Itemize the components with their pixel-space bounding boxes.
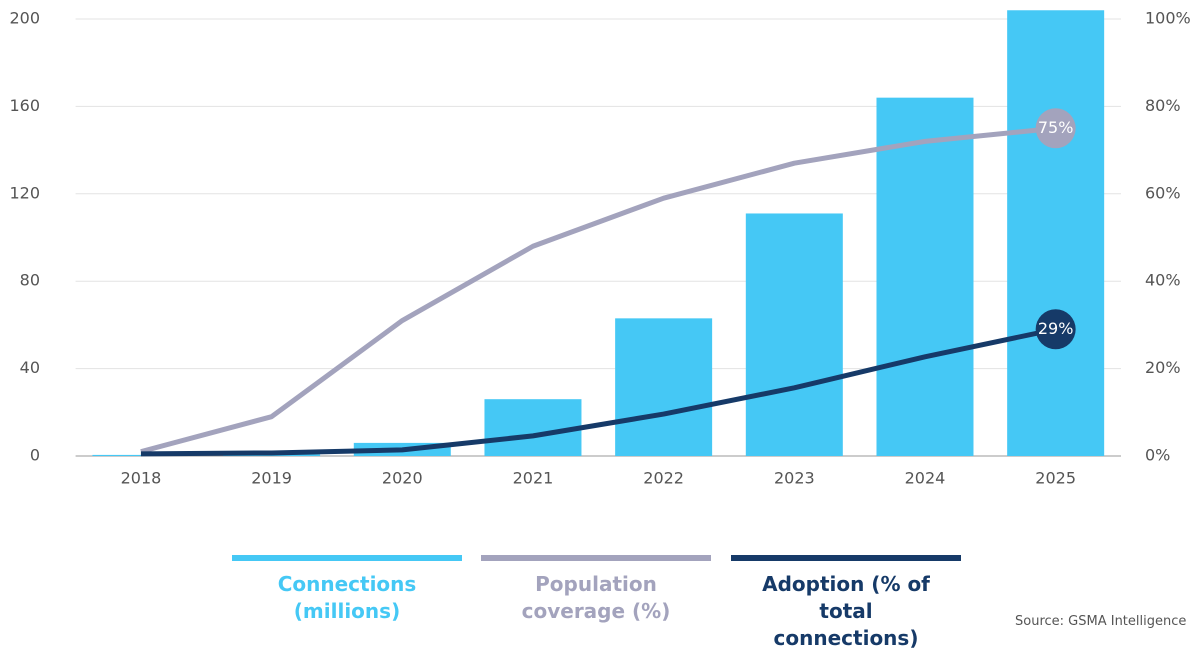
- y-tick-label: 120: [9, 183, 40, 202]
- chart: 0 40 80 120 160 200 0% 20% 40% 60% 80% 100% 2018 2019…: [9, 9, 1191, 488]
- y2-tick-label: 100%: [1145, 9, 1191, 28]
- x-tick-label: 2019: [251, 469, 292, 488]
- bar: [92, 454, 190, 456]
- legend-item: Population coverage (%): [481, 555, 711, 625]
- line: [140, 125, 1056, 455]
- legend-swatch: [731, 555, 961, 561]
- line: [140, 326, 1057, 457]
- bar: [745, 213, 843, 456]
- legend-label: Connections (millions): [277, 572, 417, 623]
- y-tick-label: 160: [9, 96, 40, 115]
- source: Source: GSMA Intelligence: [1015, 614, 1187, 629]
- x-tick-label: 2021: [513, 469, 554, 488]
- y2-tick-label: 60%: [1145, 183, 1181, 202]
- y-tick-label: 200: [9, 9, 40, 28]
- legend-label: Adoption (% of total connections): [762, 572, 930, 650]
- bar: [876, 97, 974, 456]
- y2-tick-label: 20%: [1145, 358, 1181, 377]
- y2-tick-label: 0%: [1145, 446, 1170, 465]
- point-marker: [1035, 309, 1076, 350]
- bar: [615, 318, 713, 456]
- point-marker: [1035, 108, 1076, 149]
- legend-label: Population coverage (%): [521, 572, 671, 623]
- legend-swatch: [232, 555, 462, 561]
- x-tick-label: 2018: [121, 469, 162, 488]
- y-tick-label: 0: [30, 446, 40, 465]
- legend-swatch: [481, 555, 711, 561]
- page: 0 40 80 120 160 200 0% 20% 40% 60% 80% 100% 2018 2019…: [9, 8, 1191, 650]
- legend-item: Connections (millions): [232, 555, 462, 625]
- y-tick-label: 80: [20, 271, 40, 290]
- y-tick-label: 40: [20, 358, 40, 377]
- y2-tick-label: 80%: [1145, 96, 1181, 115]
- bar: [1007, 10, 1105, 456]
- x-tick-label: 2024: [905, 469, 946, 488]
- x-tick-label: 2020: [382, 469, 423, 488]
- data-label: 75%: [1038, 118, 1074, 137]
- x-tick-label: 2025: [1035, 469, 1076, 488]
- y2-tick-label: 40%: [1145, 271, 1181, 290]
- bar: [484, 399, 582, 456]
- x-tick-label: 2022: [643, 469, 684, 488]
- legend-item: Adoption (% of total connections): [731, 555, 961, 652]
- x-tick-label: 2023: [774, 469, 815, 488]
- data-label: 29%: [1038, 319, 1074, 338]
